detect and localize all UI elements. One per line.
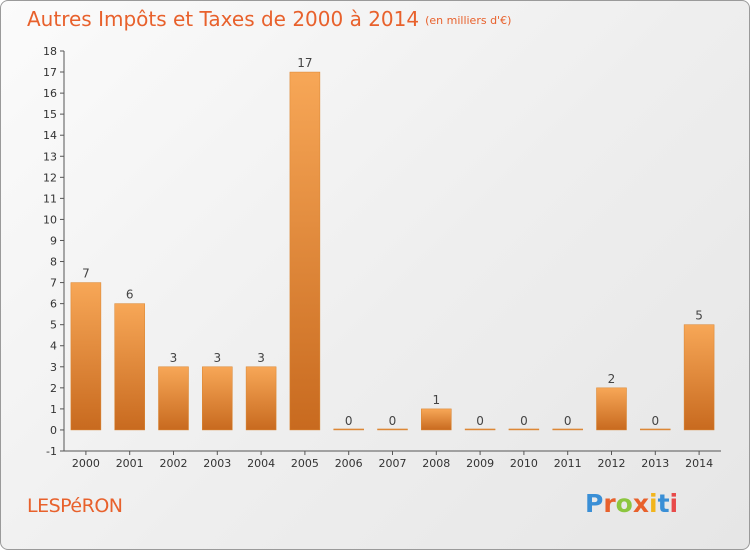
y-tick-label: 17 <box>43 66 57 79</box>
x-tick-label: 2008 <box>422 457 450 470</box>
bar-2005 <box>289 71 321 431</box>
y-tick-label: 11 <box>43 192 57 205</box>
logo-letter: i <box>649 489 658 518</box>
y-tick-label: 13 <box>43 150 57 163</box>
bar-2001 <box>114 303 145 431</box>
data-label-2003: 3 <box>213 351 221 365</box>
data-label-2014: 5 <box>695 309 703 323</box>
bar-2010 <box>508 428 540 431</box>
y-tick-label: 18 <box>43 45 57 58</box>
unit-note: (en milliers d'€) <box>425 14 512 27</box>
data-label-2004: 3 <box>257 351 265 365</box>
logo-letter: P <box>585 489 604 518</box>
data-label-2009: 0 <box>476 414 484 428</box>
data-label-2008: 1 <box>432 393 440 407</box>
bar-2013 <box>640 428 671 431</box>
x-tick-label: 2011 <box>554 457 582 470</box>
bar-2002 <box>158 366 189 431</box>
data-label-2001: 6 <box>126 288 134 302</box>
x-tick-label: 2004 <box>247 457 275 470</box>
logo-letter: i <box>669 489 679 518</box>
proxiti-logo: Proxiti <box>585 489 678 518</box>
y-tick-label: 0 <box>50 424 57 437</box>
x-tick-label: 2013 <box>641 457 669 470</box>
x-tick-label: 2009 <box>466 457 494 470</box>
data-label-2012: 2 <box>608 372 616 386</box>
logo-letter: t <box>657 489 670 518</box>
data-label-2013: 0 <box>651 414 659 428</box>
data-label-2007: 0 <box>389 414 397 428</box>
data-label-2002: 3 <box>170 351 178 365</box>
y-tick-label: 10 <box>43 213 57 226</box>
x-tick-label: 2007 <box>379 457 407 470</box>
bar-2006 <box>333 428 364 431</box>
y-tick-label: 4 <box>50 340 57 353</box>
y-tick-label: 7 <box>50 277 57 290</box>
y-tick-label: 1 <box>50 403 57 416</box>
y-tick-label: 5 <box>50 319 57 332</box>
x-tick-label: 2014 <box>685 457 713 470</box>
title-text: Autres Impôts et Taxes de 2000 à 2014 <box>27 7 420 31</box>
chart-title: Autres Impôts et Taxes de 2000 à 2014 (en… <box>27 7 511 31</box>
y-tick-label: 2 <box>50 382 57 395</box>
bar-2004 <box>245 366 277 431</box>
bar-2008 <box>421 408 452 431</box>
bar-2011 <box>552 428 583 431</box>
bar-2000 <box>70 282 102 431</box>
logo-letter: r <box>603 489 616 518</box>
y-tick-label: 16 <box>43 87 57 100</box>
data-label-2005: 17 <box>297 56 312 70</box>
x-tick-label: 2001 <box>116 457 144 470</box>
data-label-2010: 0 <box>520 414 528 428</box>
commune-name: LESPéRON <box>27 495 123 517</box>
data-label-2006: 0 <box>345 414 353 428</box>
x-tick-label: 2005 <box>291 457 319 470</box>
y-tick-label: 12 <box>43 171 57 184</box>
y-tick-label: 9 <box>50 234 57 247</box>
logo-letter: x <box>632 489 649 518</box>
x-tick-label: 2000 <box>72 457 100 470</box>
y-tick-label: -1 <box>46 445 57 458</box>
x-tick-label: 2003 <box>203 457 231 470</box>
bar-2009 <box>464 428 496 431</box>
x-tick-label: 2010 <box>510 457 538 470</box>
bar-2003 <box>202 366 233 431</box>
bar-2012 <box>596 387 627 431</box>
x-tick-label: 2006 <box>335 457 363 470</box>
y-tick-label: 6 <box>50 298 57 311</box>
y-tick-label: 8 <box>50 256 57 269</box>
x-tick-label: 2002 <box>160 457 188 470</box>
y-tick-label: 15 <box>43 108 57 121</box>
data-label-2011: 0 <box>564 414 572 428</box>
x-tick-label: 2012 <box>598 457 626 470</box>
data-label-2000: 7 <box>82 267 90 281</box>
y-tick-label: 3 <box>50 361 57 374</box>
bar-2007 <box>377 428 408 431</box>
logo-letter: o <box>615 489 633 518</box>
bar-2014 <box>683 324 715 431</box>
y-tick-label: 14 <box>43 129 57 142</box>
